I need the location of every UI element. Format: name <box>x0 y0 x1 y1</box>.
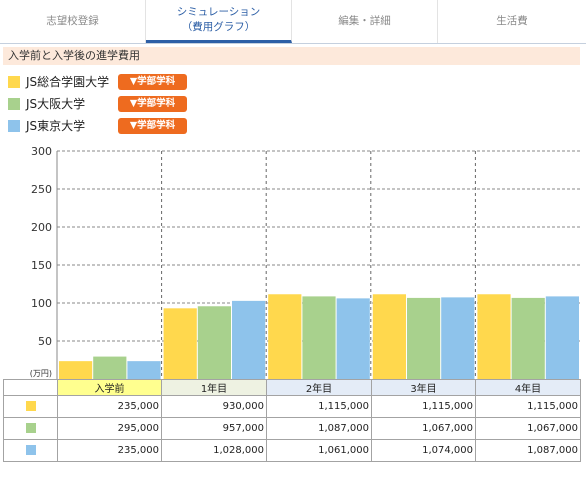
series-swatch-cell <box>3 395 58 418</box>
table-cell: 1,115,000 <box>475 395 581 418</box>
bar-series-3-category-5 <box>545 296 579 379</box>
legend-item: JS総合学園大学 ▼学部学科 <box>0 74 200 90</box>
table-cell: 235,000 <box>57 439 162 462</box>
legend-item: JS東京大学 ▼学部学科 <box>0 118 200 134</box>
table-cell: 1,061,000 <box>266 439 372 462</box>
column-header: 1年目 <box>161 379 267 396</box>
tab-living-expenses[interactable]: 生活費 <box>438 0 586 43</box>
table-cell: 1,028,000 <box>161 439 267 462</box>
tab-label: 生活費 <box>496 15 528 27</box>
tab-simulation-cost-graph[interactable]: シミュレーション （費用グラフ） <box>146 0 292 43</box>
faculty-department-dropdown-button[interactable]: ▼学部学科 <box>118 118 187 134</box>
table-cell: 295,000 <box>57 417 162 440</box>
table-cell: 235,000 <box>57 395 162 418</box>
bar-series-3-category-2 <box>232 300 266 379</box>
bar-series-1-category-1 <box>59 361 93 379</box>
section-title: 入学前と入学後の進学費用 <box>3 47 580 65</box>
legend-item: JS大阪大学 ▼学部学科 <box>0 96 200 112</box>
table-corner-cell <box>3 379 58 396</box>
bar-series-1-category-2 <box>163 308 197 379</box>
table-header-row: 入学前 1年目 2年目 3年目 4年目 <box>3 379 581 396</box>
bar-series-3-category-3 <box>336 298 370 379</box>
tab-label: 志望校登録 <box>46 15 99 27</box>
tab-sublabel: （費用グラフ） <box>181 21 256 33</box>
table-cell: 1,087,000 <box>475 439 581 462</box>
legend-university-name: JS東京大学 <box>26 119 86 133</box>
series-color-swatch <box>25 445 36 455</box>
y-tick-label-100: 100 <box>31 297 52 310</box>
table-row: 235,000 930,000 1,115,000 1,115,000 1,11… <box>3 395 581 418</box>
y-tick-label-250: 250 <box>31 183 52 196</box>
legend-swatch <box>8 120 20 132</box>
faculty-department-dropdown-button[interactable]: ▼学部学科 <box>118 74 187 90</box>
bar-series-2-category-2 <box>197 306 231 379</box>
bar-series-1-category-4 <box>372 294 406 379</box>
table-cell: 1,067,000 <box>371 417 476 440</box>
column-header: 2年目 <box>266 379 372 396</box>
table-row: 235,000 1,028,000 1,061,000 1,074,000 1,… <box>3 439 581 462</box>
table-cell: 957,000 <box>161 417 267 440</box>
tab-school-registration[interactable]: 志望校登録 <box>0 0 146 43</box>
column-header: 入学前 <box>57 379 162 396</box>
table-cell: 1,087,000 <box>266 417 372 440</box>
bar-series-3-category-1 <box>127 361 161 379</box>
bar-series-2-category-1 <box>93 356 127 379</box>
table-cell: 1,067,000 <box>475 417 581 440</box>
tab-bar: 志望校登録 シミュレーション （費用グラフ） 編集・詳細 生活費 <box>0 0 586 44</box>
table-cell: 1,115,000 <box>266 395 372 418</box>
series-color-swatch <box>25 423 36 433</box>
y-tick-label-300: 300 <box>31 145 52 158</box>
tab-edit-details[interactable]: 編集・詳細 <box>292 0 438 43</box>
table-cell: 1,074,000 <box>371 439 476 462</box>
legend-swatch <box>8 98 20 110</box>
column-header: 4年目 <box>475 379 581 396</box>
legend-university-name: JS大阪大学 <box>26 97 86 111</box>
bar-series-2-category-5 <box>511 297 545 379</box>
bar-series-2-category-3 <box>302 296 336 379</box>
series-swatch-cell <box>3 417 58 440</box>
table-cell: 930,000 <box>161 395 267 418</box>
y-unit-label: (万円) <box>30 369 52 378</box>
legend-university-name: JS総合学園大学 <box>26 75 110 89</box>
legend-swatch <box>8 76 20 88</box>
cost-bar-chart: (万円) 50 100 150 200 250 300 <box>30 145 580 379</box>
series-color-swatch <box>25 401 36 411</box>
bar-series-1-category-5 <box>477 294 511 379</box>
y-tick-label-50: 50 <box>38 335 52 348</box>
bar-series-1-category-3 <box>268 294 302 379</box>
faculty-department-dropdown-button[interactable]: ▼学部学科 <box>118 96 187 112</box>
table-row: 295,000 957,000 1,087,000 1,067,000 1,06… <box>3 417 581 440</box>
y-tick-label-200: 200 <box>31 221 52 234</box>
tab-label: 編集・詳細 <box>338 15 391 27</box>
series-swatch-cell <box>3 439 58 462</box>
y-tick-label-150: 150 <box>31 259 52 272</box>
bar-series-2-category-4 <box>407 297 441 379</box>
table-cell: 1,115,000 <box>371 395 476 418</box>
column-header: 3年目 <box>371 379 476 396</box>
tab-label: シミュレーション <box>176 6 261 18</box>
bar-series-3-category-4 <box>441 297 475 379</box>
cost-table: 入学前 1年目 2年目 3年目 4年目 235,000 930,000 1,11… <box>3 379 581 462</box>
